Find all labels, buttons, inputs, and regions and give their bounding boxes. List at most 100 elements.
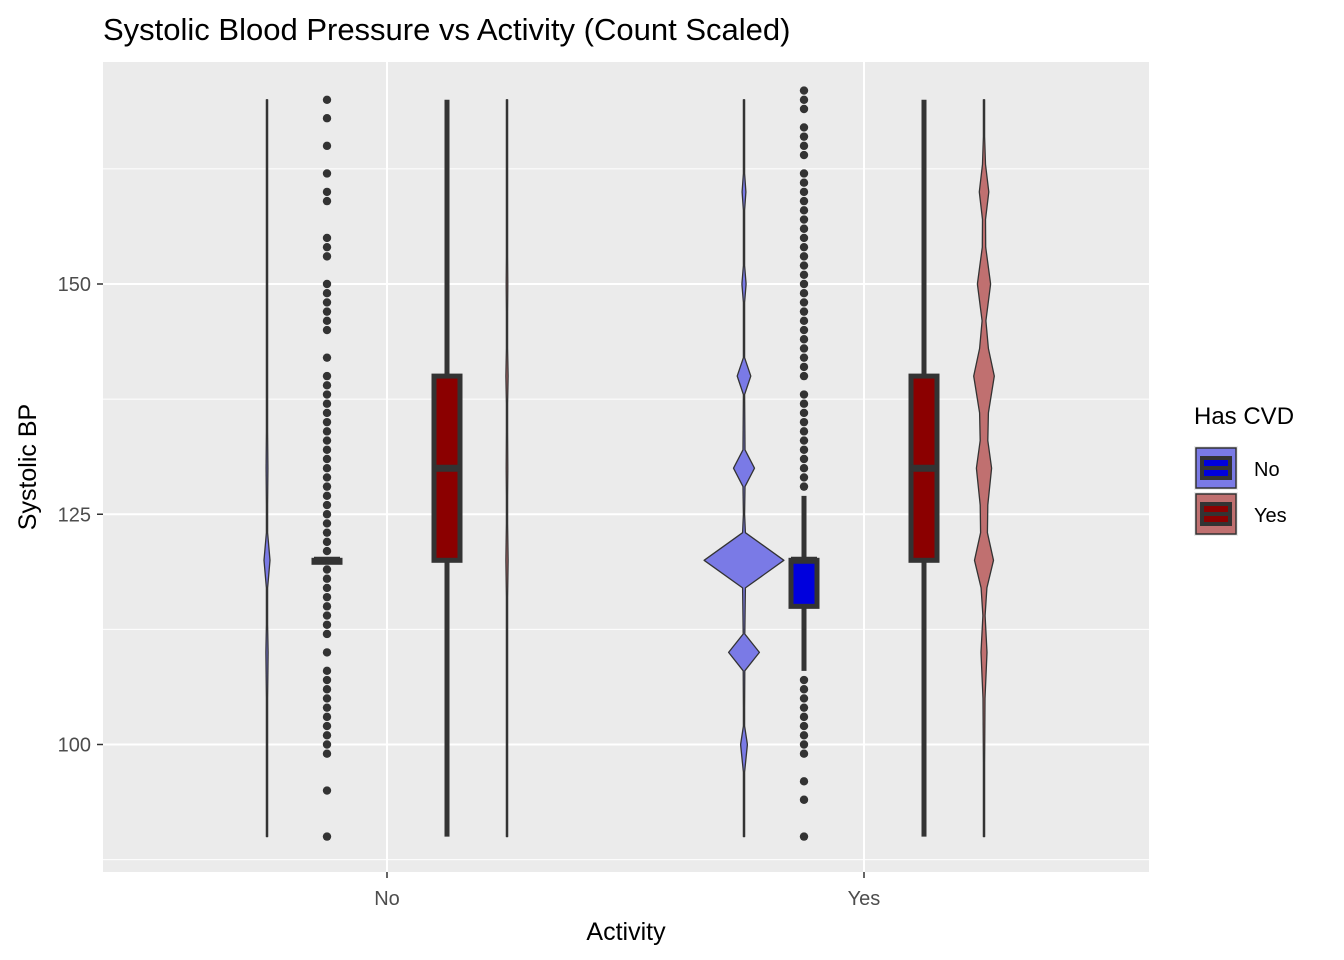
outlier-point bbox=[799, 464, 809, 473]
outlier-point bbox=[322, 307, 332, 316]
outlier-point bbox=[322, 537, 332, 547]
outlier-point bbox=[799, 795, 809, 804]
outlier-point bbox=[799, 353, 809, 362]
outlier-point bbox=[799, 261, 809, 270]
outlier-point bbox=[799, 242, 809, 252]
outlier-point bbox=[322, 740, 332, 749]
y-axis-title: Systolic BP bbox=[14, 404, 42, 530]
outlier-point bbox=[322, 427, 332, 436]
outlier-point bbox=[799, 95, 809, 105]
outlier-point bbox=[799, 721, 809, 731]
outlier-point bbox=[799, 731, 809, 740]
outlier-point bbox=[799, 417, 809, 427]
outlier-point bbox=[322, 454, 332, 464]
outlier-point bbox=[799, 169, 809, 178]
outlier-point bbox=[799, 749, 809, 758]
outlier-point bbox=[799, 307, 809, 316]
outlier-point bbox=[322, 436, 332, 445]
outlier-point bbox=[322, 289, 332, 298]
outlier-point bbox=[799, 141, 809, 151]
outlier-point bbox=[799, 445, 809, 454]
x-tick-label: No bbox=[374, 888, 400, 910]
outlier-point bbox=[322, 620, 332, 629]
outlier-point bbox=[322, 242, 332, 252]
legend-label-no: No bbox=[1254, 459, 1280, 481]
outlier-point bbox=[799, 233, 809, 243]
outlier-point bbox=[322, 141, 332, 151]
outlier-point bbox=[322, 786, 332, 795]
outlier-point bbox=[322, 592, 332, 602]
outlier-point bbox=[322, 445, 332, 454]
y-axis: 100 125 150 bbox=[58, 274, 103, 757]
outlier-point bbox=[322, 731, 332, 740]
outlier-point bbox=[799, 224, 809, 233]
outlier-point bbox=[322, 353, 332, 362]
outlier-point bbox=[799, 289, 809, 298]
violin-yes-cvd-yes bbox=[973, 99, 995, 838]
outlier-point bbox=[799, 196, 809, 206]
outlier-points bbox=[322, 86, 809, 841]
outlier-point bbox=[799, 427, 809, 436]
outlier-point bbox=[799, 473, 809, 482]
outlier-point bbox=[322, 565, 332, 574]
outlier-point bbox=[322, 703, 332, 712]
y-tick-label: 100 bbox=[58, 735, 91, 757]
outlier-point bbox=[799, 150, 809, 160]
outlier-point bbox=[799, 371, 809, 381]
outlier-point bbox=[322, 519, 332, 528]
outlier-point bbox=[322, 611, 332, 620]
legend-title: Has CVD bbox=[1194, 403, 1294, 430]
outlier-point bbox=[322, 298, 332, 307]
outlier-point bbox=[322, 169, 332, 178]
violin-no-cvd-no bbox=[263, 99, 271, 838]
outlier-point bbox=[799, 390, 809, 399]
x-axis-title: Activity bbox=[586, 918, 666, 946]
outlier-point bbox=[322, 500, 332, 510]
outlier-point bbox=[322, 417, 332, 427]
outlier-point bbox=[322, 491, 332, 501]
outlier-point bbox=[799, 399, 809, 408]
outlier-point bbox=[799, 298, 809, 307]
outlier-point bbox=[799, 104, 809, 114]
outlier-point bbox=[799, 335, 809, 344]
outlier-point bbox=[799, 178, 809, 187]
outlier-point bbox=[322, 666, 332, 676]
outlier-point bbox=[799, 436, 809, 445]
outlier-point bbox=[322, 381, 332, 390]
violins bbox=[263, 99, 995, 838]
outlier-point bbox=[322, 399, 332, 408]
chart-title: Systolic Blood Pressure vs Activity (Cou… bbox=[103, 12, 790, 47]
outlier-point bbox=[322, 464, 332, 473]
x-tick-label: Yes bbox=[848, 888, 881, 910]
outlier-point bbox=[799, 694, 809, 703]
outlier-point bbox=[322, 473, 332, 482]
outlier-point bbox=[322, 371, 332, 381]
outlier-point bbox=[322, 629, 332, 639]
outlier-point bbox=[322, 675, 332, 685]
outlier-point bbox=[799, 362, 809, 372]
outlier-point bbox=[799, 123, 809, 132]
outlier-point bbox=[322, 694, 332, 703]
outlier-point bbox=[322, 233, 332, 243]
outlier-point bbox=[322, 648, 332, 657]
outlier-point bbox=[799, 270, 809, 279]
violin-yes-cvd-no bbox=[703, 99, 785, 838]
outlier-point bbox=[322, 187, 332, 197]
x-axis: No Yes bbox=[374, 872, 880, 910]
outlier-point bbox=[799, 252, 809, 261]
outlier-point bbox=[322, 602, 332, 611]
outlier-point bbox=[799, 685, 809, 694]
outlier-point bbox=[322, 510, 332, 519]
outlier-point bbox=[799, 454, 809, 464]
violin-no-cvd-yes bbox=[505, 99, 509, 838]
outlier-point bbox=[799, 132, 809, 141]
outlier-point bbox=[799, 777, 809, 786]
outlier-point bbox=[799, 187, 809, 197]
outlier-point bbox=[322, 252, 332, 261]
outlier-point bbox=[799, 675, 809, 685]
outlier-point bbox=[799, 316, 809, 326]
outlier-point bbox=[799, 344, 809, 353]
grid-lines bbox=[103, 62, 1149, 872]
outlier-point bbox=[322, 482, 332, 491]
